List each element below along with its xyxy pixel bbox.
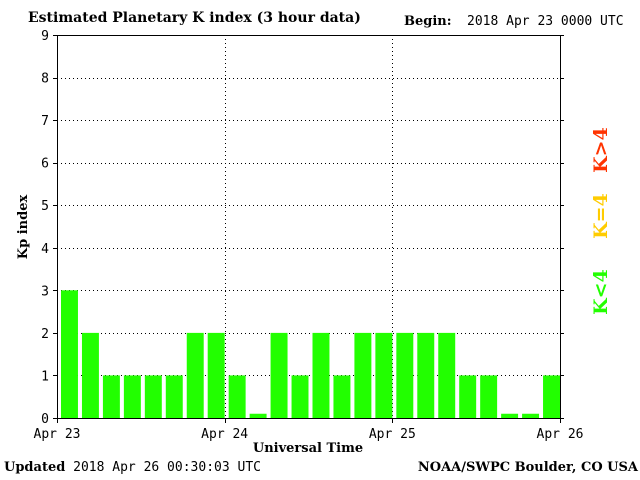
kp-bar	[438, 332, 456, 418]
legend-equal: K=4	[590, 193, 612, 239]
kp-bar	[249, 413, 267, 418]
kp-bar	[312, 332, 330, 418]
y-tick-label: 4	[41, 242, 49, 257]
y-tick-label: 1	[41, 369, 49, 384]
kp-bar	[522, 413, 540, 418]
kp-bar	[186, 332, 204, 418]
y-tick-label: 9	[41, 29, 49, 44]
kp-bar	[102, 375, 120, 418]
kp-bar	[123, 375, 141, 418]
y-tick-label: 8	[41, 72, 49, 87]
y-tick-label: 2	[41, 327, 49, 342]
kp-bar	[333, 375, 351, 418]
y-tick-label: 7	[41, 114, 49, 129]
y-tick-label: 0	[41, 412, 49, 427]
kp-bar	[396, 332, 414, 418]
kp-bar	[144, 375, 162, 418]
updated-label: Updated	[4, 460, 66, 475]
kp-bar	[375, 332, 393, 418]
begin-label: Begin:	[404, 14, 452, 29]
x-axis-label: Universal Time	[253, 441, 363, 456]
kp-bar	[207, 332, 225, 418]
plot-frame	[53, 35, 564, 423]
x-tick-labels: Apr 23 Apr 24 Apr 25 Apr 26	[34, 427, 584, 442]
kp-bar	[480, 375, 498, 418]
x-tick-label: Apr 25	[369, 427, 416, 442]
y-tick-label: 5	[41, 199, 49, 214]
bars	[61, 290, 560, 418]
legend-high: K>4	[590, 127, 612, 173]
legend-low: K<4	[590, 269, 612, 315]
kp-bar	[270, 332, 288, 418]
kp-bar	[165, 375, 183, 418]
chart-title: Estimated Planetary K index (3 hour data…	[28, 10, 361, 26]
x-tick-label: Apr 26	[537, 427, 584, 442]
x-tick-label: Apr 24	[201, 427, 248, 442]
kp-bar	[291, 375, 309, 418]
updated-timestamp: Updated 2018 Apr 26 00:30:03 UTC	[4, 460, 261, 475]
y-tick-label: 6	[41, 157, 49, 172]
plot-border	[57, 35, 561, 419]
kp-bar	[543, 375, 560, 418]
kp-bar	[354, 332, 372, 418]
begin-value: 2018 Apr 23 0000 UTC	[467, 14, 624, 29]
kp-bar	[61, 290, 78, 418]
kp-bar	[417, 332, 435, 418]
y-tick-labels: 0 1 2 3 4 5 6 7 8 9	[41, 29, 49, 427]
y-axis-label: Kp index	[16, 195, 31, 260]
updated-value: 2018 Apr 26 00:30:03 UTC	[73, 460, 261, 475]
kp-bar	[81, 332, 99, 418]
y-tick-label: 3	[41, 284, 49, 299]
kp-bar	[501, 413, 519, 418]
credit-text: NOAA/SWPC Boulder, CO USA	[417, 460, 638, 475]
legend: K>4 K=4 K<4	[590, 127, 612, 315]
kp-bar	[228, 375, 246, 418]
kp-bar	[459, 375, 477, 418]
grid-lines	[57, 35, 560, 418]
x-tick-label: Apr 23	[34, 427, 81, 442]
